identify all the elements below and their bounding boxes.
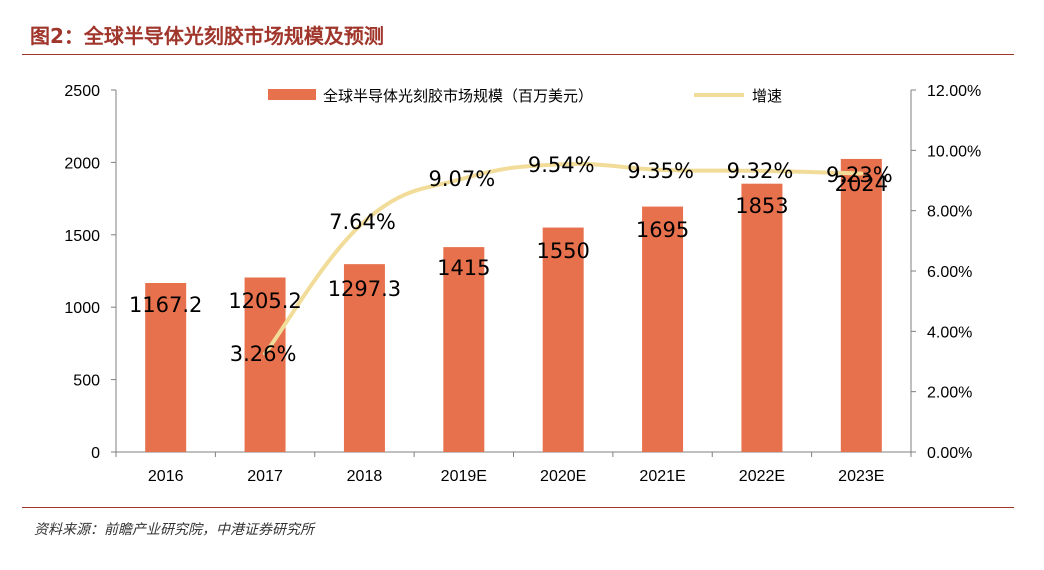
figure-title: 图2：全球半导体光刻胶市场规模及预测 <box>30 24 384 48</box>
y-left-tick-label: 0 <box>91 445 100 462</box>
bar-data-label: 1695 <box>636 218 689 242</box>
line-data-label: 9.54% <box>528 153 595 177</box>
x-tick-label: 2023E <box>838 468 884 485</box>
x-tick-label: 2018 <box>347 468 383 485</box>
y-right-tick-label: 4.00% <box>927 324 972 341</box>
y-left-tick-label: 1000 <box>64 300 100 317</box>
title-divider <box>22 54 1014 55</box>
line-data-label: 9.07% <box>428 167 495 191</box>
bar <box>542 227 584 452</box>
bar <box>741 183 783 452</box>
y-right-tick-label: 2.00% <box>927 385 972 402</box>
legend-swatch-bar <box>268 89 316 100</box>
bar-data-label: 1167.2 <box>129 293 202 317</box>
y-left-tick-label: 1500 <box>64 228 100 245</box>
bar-data-label: 1297.3 <box>328 277 401 301</box>
bar <box>443 247 485 452</box>
y-right-tick-label: 12.00% <box>927 83 981 100</box>
line-data-label: 7.64% <box>329 210 396 234</box>
y-left-tick-label: 500 <box>73 373 100 390</box>
legend-label-line: 增速 <box>752 87 782 105</box>
y-right-tick-label: 8.00% <box>927 204 972 221</box>
bar <box>343 264 385 452</box>
x-tick-label: 2017 <box>247 468 283 485</box>
source-note: 资料来源：前瞻产业研究院，中港证券研究所 <box>34 522 314 538</box>
x-tick-label: 2021E <box>639 468 685 485</box>
bar <box>145 282 187 452</box>
y-right-tick-label: 0.00% <box>927 445 972 462</box>
line-data-label: 9.23% <box>826 163 893 187</box>
growth-line <box>263 161 864 356</box>
bar <box>840 158 882 452</box>
x-tick-label: 2019E <box>441 468 487 485</box>
bar-data-label: 1853 <box>735 194 788 218</box>
y-right-tick-label: 6.00% <box>927 264 972 281</box>
line-data-label: 9.35% <box>627 159 694 183</box>
y-right-tick-label: 10.00% <box>927 143 981 160</box>
y-left-tick-label: 2500 <box>64 83 100 100</box>
bar-data-label: 1205.2 <box>228 289 301 313</box>
bar <box>642 206 684 452</box>
source-divider <box>22 507 1014 508</box>
x-tick-label: 2022E <box>739 468 785 485</box>
x-tick-label: 2020E <box>540 468 586 485</box>
bar-data-label: 1550 <box>536 239 589 263</box>
bar-data-label: 1415 <box>437 256 490 280</box>
legend-label-bar: 全球半导体光刻胶市场规模（百万美元） <box>323 87 593 105</box>
line-data-label: 3.26% <box>230 342 297 366</box>
bar-data-label: 2024 <box>835 172 888 196</box>
line-data-label: 9.32% <box>727 159 794 183</box>
y-left-tick-label: 2000 <box>64 155 100 172</box>
bar <box>244 277 286 452</box>
x-tick-label: 2016 <box>148 468 184 485</box>
